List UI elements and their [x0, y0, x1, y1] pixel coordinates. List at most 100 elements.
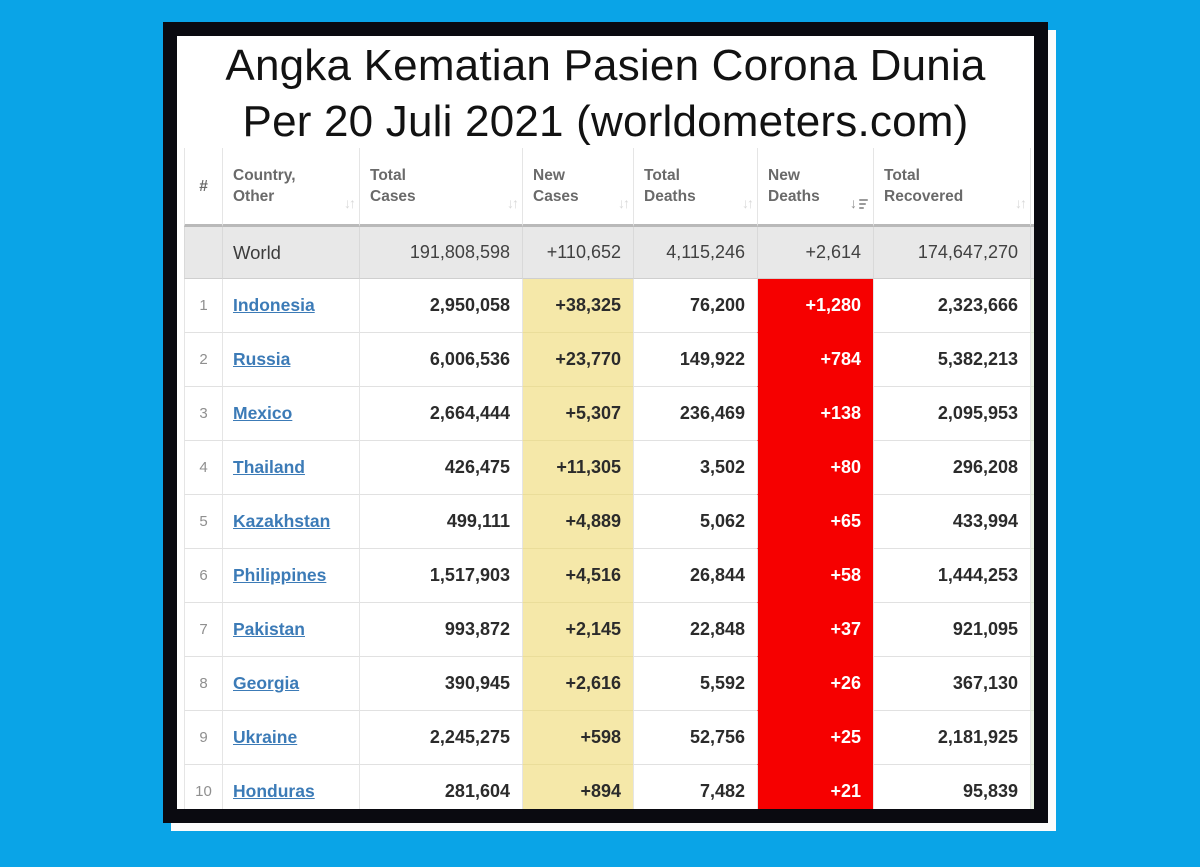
column-header-label: New — [768, 167, 800, 184]
total_recovered-cell: 2,323,666 — [873, 279, 1030, 333]
rank-cell: 9 — [184, 711, 222, 765]
column-header-label: Country, — [233, 167, 296, 184]
country-link[interactable]: Indonesia — [233, 295, 315, 315]
column-header-new_cases[interactable]: New Cases ↓↑ — [522, 148, 633, 227]
overflow-column-cell — [1030, 765, 1034, 809]
rank-cell: 5 — [184, 495, 222, 549]
rank-cell: 1 — [184, 279, 222, 333]
country-cell: Thailand — [222, 441, 359, 495]
total_deaths-cell: 52,756 — [633, 711, 757, 765]
table-row: 6 Philippines 1,517,903 +4,516 26,844 +58 1,44… — [184, 549, 1034, 603]
total_cases-cell: 1,517,903 — [359, 549, 522, 603]
table-row: 8 Georgia 390,945 +2,616 5,592 +26 367,130 — [184, 657, 1034, 711]
page-title: Angka Kematian Pasien Corona Dunia Per 2… — [177, 36, 1034, 148]
overflow-column-cell — [1030, 495, 1034, 549]
table-row: 10 Honduras 281,604 +894 7,482 +21 95,839 — [184, 765, 1034, 809]
country-link[interactable]: Thailand — [233, 457, 305, 477]
total_deaths-cell: 3,502 — [633, 441, 757, 495]
total_recovered-cell: 1,444,253 — [873, 549, 1030, 603]
total_recovered-cell: 296,208 — [873, 441, 1030, 495]
overflow-column-cell — [1030, 549, 1034, 603]
table-row: 2 Russia 6,006,536 +23,770 149,922 +784 5,382,… — [184, 333, 1034, 387]
new_deaths-cell: +2,614 — [757, 227, 873, 279]
new_deaths-cell: +80 — [757, 441, 873, 495]
total_recovered-cell: 5,382,213 — [873, 333, 1030, 387]
table-row: 4 Thailand 426,475 +11,305 3,502 +80 296,208 — [184, 441, 1034, 495]
overflow-column-cell — [1030, 711, 1034, 765]
total_cases-cell: 426,475 — [359, 441, 522, 495]
table-row: 5 Kazakhstan 499,111 +4,889 5,062 +65 433,994 — [184, 495, 1034, 549]
total_deaths-cell: 5,592 — [633, 657, 757, 711]
column-header-total_deaths[interactable]: Total Deaths ↓↑ — [633, 148, 757, 227]
column-header-label: # — [199, 177, 208, 195]
country-cell: World — [222, 227, 359, 279]
table-row: 3 Mexico 2,664,444 +5,307 236,469 +138 2,095,9… — [184, 387, 1034, 441]
total_deaths-cell: 5,062 — [633, 495, 757, 549]
column-header-new_deaths[interactable]: New Deaths ↓ — [757, 148, 873, 227]
new_cases-cell: +23,770 — [522, 333, 633, 387]
country-link[interactable]: Honduras — [233, 781, 315, 801]
overflow-column-cell — [1030, 441, 1034, 495]
total_cases-cell: 993,872 — [359, 603, 522, 657]
country-link[interactable]: Mexico — [233, 403, 293, 423]
overflow-column-cell — [1030, 603, 1034, 657]
new_deaths-cell: +65 — [757, 495, 873, 549]
rank-cell: 8 — [184, 657, 222, 711]
country-cell: Ukraine — [222, 711, 359, 765]
column-header-country[interactable]: Country, Other ↓↑ — [222, 148, 359, 227]
country-link[interactable]: Georgia — [233, 673, 300, 693]
country-link[interactable]: Philippines — [233, 565, 327, 585]
title-line-1: Angka Kematian Pasien Corona Dunia — [225, 41, 986, 90]
rank-cell: 7 — [184, 603, 222, 657]
header-row: # Country, Other ↓↑ Total Cases ↓↑ New Cases ↓↑ To… — [184, 148, 1034, 227]
sort-icon[interactable]: ↓↑ — [618, 195, 630, 211]
rank-cell: 2 — [184, 333, 222, 387]
column-header-label: Total — [884, 167, 920, 184]
country-cell: Russia — [222, 333, 359, 387]
rank-cell: 4 — [184, 441, 222, 495]
new_cases-cell: +4,889 — [522, 495, 633, 549]
total_deaths-cell: 26,844 — [633, 549, 757, 603]
table-body: World 191,808,598 +110,652 4,115,246 +2,614 1… — [184, 227, 1034, 809]
sort-icon[interactable]: ↓↑ — [507, 195, 519, 211]
new_cases-cell: +894 — [522, 765, 633, 809]
column-header-label: Recovered — [884, 188, 964, 205]
total_cases-cell: 2,664,444 — [359, 387, 522, 441]
sort-descending-active-icon[interactable]: ↓ — [850, 196, 868, 210]
new_deaths-cell: +138 — [757, 387, 873, 441]
new_cases-cell: +598 — [522, 711, 633, 765]
sort-icon[interactable]: ↓↑ — [1015, 195, 1027, 211]
new_cases-cell: +2,616 — [522, 657, 633, 711]
country-cell: Mexico — [222, 387, 359, 441]
new_deaths-cell: +21 — [757, 765, 873, 809]
country-link[interactable]: Kazakhstan — [233, 511, 331, 531]
framed-panel: Angka Kematian Pasien Corona Dunia Per 2… — [163, 22, 1048, 823]
total_recovered-cell: 2,181,925 — [873, 711, 1030, 765]
table-row: 7 Pakistan 993,872 +2,145 22,848 +37 921,095 — [184, 603, 1034, 657]
total_deaths-cell: 7,482 — [633, 765, 757, 809]
new_deaths-cell: +1,280 — [757, 279, 873, 333]
total_recovered-cell: 367,130 — [873, 657, 1030, 711]
total_deaths-cell: 76,200 — [633, 279, 757, 333]
new_cases-cell: +11,305 — [522, 441, 633, 495]
new_cases-cell: +4,516 — [522, 549, 633, 603]
title-line-2: Per 20 Juli 2021 (worldometers.com) — [242, 97, 969, 146]
country-cell: Honduras — [222, 765, 359, 809]
new_deaths-cell: +784 — [757, 333, 873, 387]
column-header-label: Deaths — [644, 188, 696, 205]
country-link[interactable]: Ukraine — [233, 727, 298, 747]
sort-icon[interactable]: ↓↑ — [344, 195, 356, 211]
sort-icon[interactable]: ↓↑ — [742, 195, 754, 211]
total_recovered-cell: 174,647,270 — [873, 227, 1030, 279]
overflow-column-cell — [1030, 387, 1034, 441]
table-row: 1 Indonesia 2,950,058 +38,325 76,200 +1,280 2,… — [184, 279, 1034, 333]
country-link[interactable]: Russia — [233, 349, 291, 369]
column-header-label: Other — [233, 188, 275, 205]
column-header-total_recovered[interactable]: Total Recovered ↓↑ — [873, 148, 1030, 227]
new_cases-cell: +110,652 — [522, 227, 633, 279]
column-header-label: Total — [370, 167, 406, 184]
column-header-label: Deaths — [768, 188, 820, 205]
total_recovered-cell: 433,994 — [873, 495, 1030, 549]
column-header-total_cases[interactable]: Total Cases ↓↑ — [359, 148, 522, 227]
country-link[interactable]: Pakistan — [233, 619, 305, 639]
